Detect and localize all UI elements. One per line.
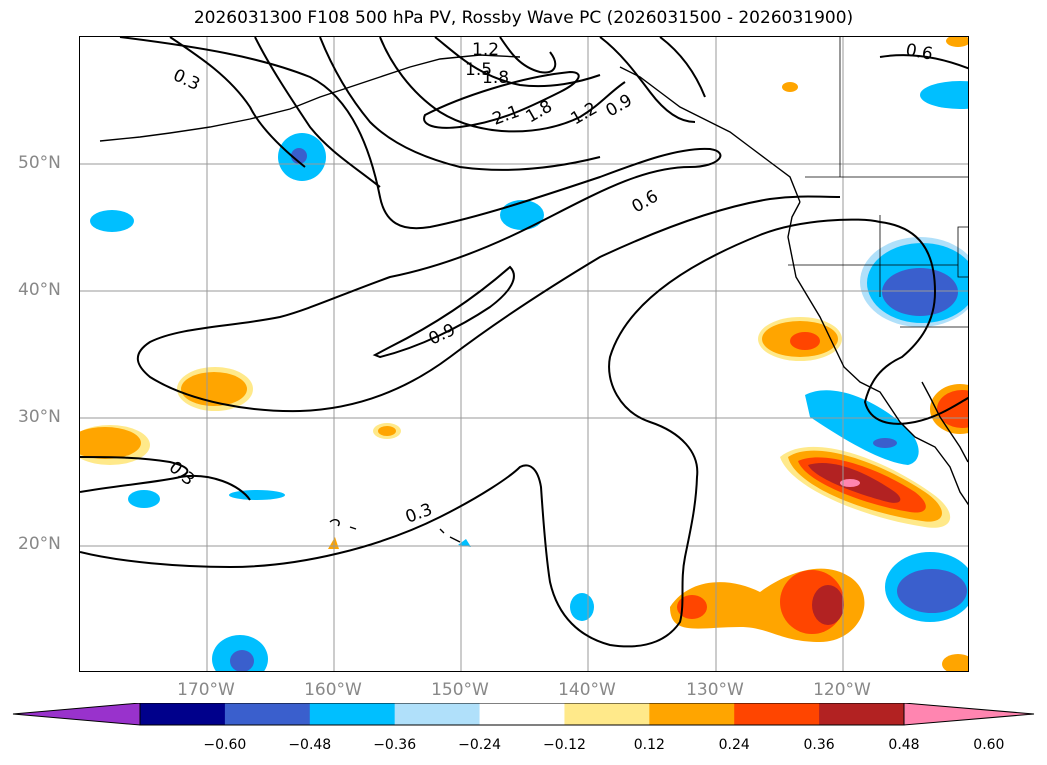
map-title: 2026031300 F108 500 hPa PV, Rossby Wave … [193,8,854,28]
contour-label: 2.1 [490,102,522,130]
colorbar-extend-right [903,703,1035,726]
colorbar-segment [309,703,396,725]
colorbar-tick-label: −0.12 [542,737,586,753]
map-panel: 0.3 1.2 1.5 1.8 2.1 1.8 1.2 0.9 0.6 0.6 … [79,36,969,672]
colorbar-segment [649,703,735,725]
colorbar-extend-left [12,703,141,726]
colorbar-segment [394,703,481,725]
contour-label: 1.8 [482,68,509,88]
colorbar-tick-label: −0.24 [458,737,501,753]
colorbar-tick-label: −0.36 [373,737,417,753]
positive-anomaly-region [80,427,141,459]
colorbar-tick-label: 0.60 [973,737,1005,753]
lon-label: 150°W [431,680,489,700]
pv-contours [80,37,968,648]
colorbar [12,703,1035,726]
contour-label: 0.3 [403,500,435,528]
lon-label: 140°W [558,680,616,700]
positive-anomaly-region [181,372,247,406]
lat-label: 20°N [18,534,61,554]
colorbar-segment [819,703,905,725]
colorbar-outline [139,703,905,726]
colorbar-tick-label: −0.48 [288,737,332,753]
colorbar-segment [479,703,565,725]
contour-label: 1.8 [523,96,556,127]
colorbar-tick-label: −0.60 [203,737,247,753]
lon-label: 170°W [177,680,235,700]
colorbar-segment [140,703,226,725]
contour-label: 0.3 [170,65,203,95]
contour-label: 1.2 [472,40,499,60]
negative-anomaly-region [500,200,544,230]
colorbar-segment [224,703,311,725]
lon-label: 160°W [304,680,362,700]
lon-label: 130°W [686,680,744,700]
colorbar-segment [564,703,650,725]
borders [788,37,968,328]
negative-anomaly-region [90,210,134,232]
lat-label: 30°N [18,407,61,427]
lat-label: 40°N [18,280,61,300]
colorbar-tick-label: 0.36 [803,737,835,753]
contour-label: 1.5 [465,60,492,80]
map-plot: 0.3 1.2 1.5 1.8 2.1 1.8 1.2 0.9 0.6 0.6 … [80,37,968,671]
contour-label: 1.2 [568,98,601,129]
colorbar-tick-label: 0.24 [718,737,750,753]
pv-shading [80,37,968,671]
lat-label: 50°N [18,153,61,173]
colorbar-tick-label: 0.48 [888,737,920,753]
colorbar-tick-label: 0.12 [633,737,665,753]
lon-label: 120°W [813,680,871,700]
colorbar-segment [734,703,820,725]
colorbar-segments [140,703,905,725]
contour-label: 0.6 [904,40,934,64]
contour-label: 0.6 [629,186,662,217]
graticule [80,37,968,671]
coastlines [99,54,968,543]
